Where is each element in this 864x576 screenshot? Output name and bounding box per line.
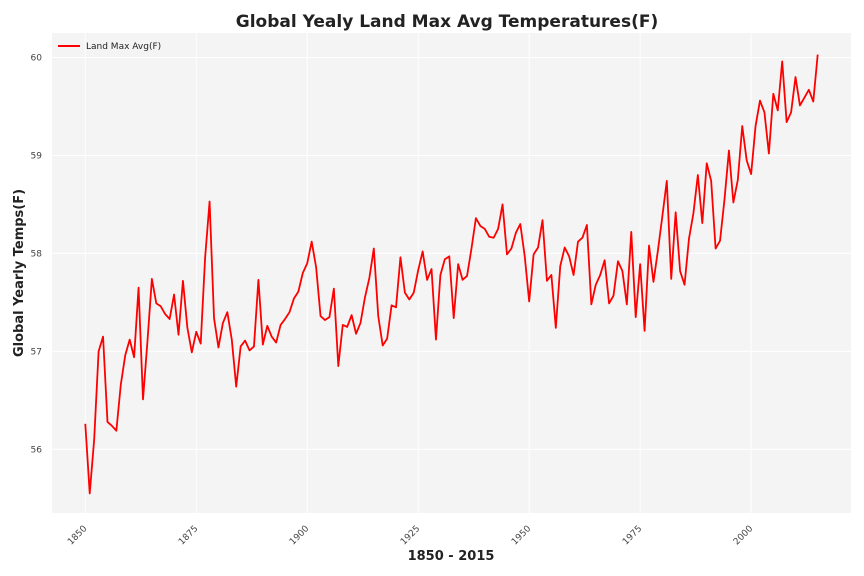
x-tick-label: 1975 bbox=[621, 524, 644, 547]
x-tick-label: 1900 bbox=[288, 524, 311, 547]
y-tick-label: 59 bbox=[31, 151, 43, 161]
x-tick-label: 1850 bbox=[66, 524, 89, 547]
series-line bbox=[84, 54, 819, 495]
y-axis-ticks: 56 57 58 59 60 bbox=[31, 53, 43, 455]
y-tick-label: 57 bbox=[31, 347, 42, 357]
legend-label: Land Max Avg(F) bbox=[86, 42, 161, 52]
y-tick-label: 56 bbox=[31, 445, 43, 455]
x-tick-label: 1925 bbox=[399, 524, 422, 547]
y-tick-label: 60 bbox=[31, 53, 43, 63]
y-axis-label: Global Yearly Temps(F) bbox=[12, 189, 27, 357]
x-axis-label: 1850 - 2015 bbox=[408, 549, 495, 564]
x-tick-label: 2000 bbox=[732, 524, 755, 547]
x-tick-label: 1950 bbox=[510, 524, 533, 547]
series-layer bbox=[84, 54, 819, 495]
plot-area bbox=[52, 33, 851, 513]
x-axis-ticks: 1850 1875 1900 1925 1950 1975 2000 bbox=[66, 524, 755, 547]
x-tick-label: 1875 bbox=[177, 524, 200, 547]
y-tick-label: 58 bbox=[31, 249, 43, 259]
chart-title: Global Yealy Land Max Avg Temperatures(F… bbox=[236, 12, 658, 32]
legend: Land Max Avg(F) bbox=[58, 42, 161, 52]
